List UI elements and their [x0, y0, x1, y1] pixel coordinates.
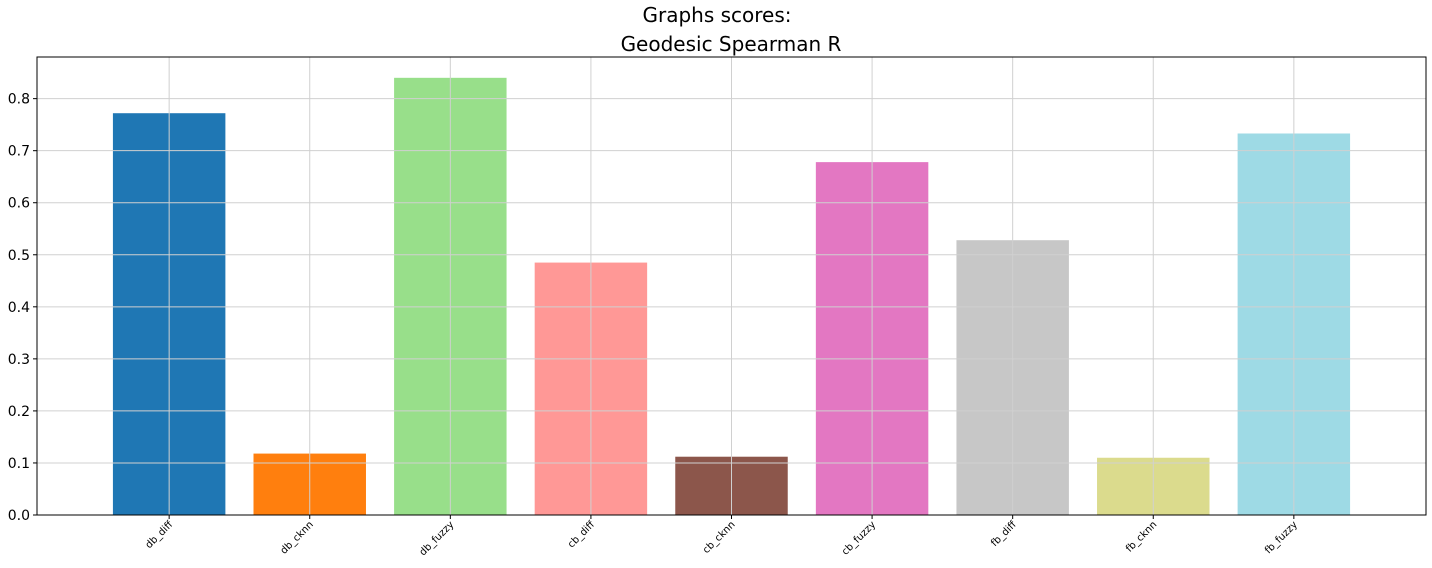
x-tick-label: fb_fuzzy [1263, 519, 1300, 556]
chart-suptitle: Graphs scores: [642, 3, 791, 27]
x-tick-label: cb_diff [566, 519, 598, 551]
x-tick-label: fb_cknn [1124, 519, 1159, 554]
y-tick-label: 0.7 [8, 144, 30, 160]
x-tick-label: db_diff [144, 519, 176, 551]
x-tick-label: cb_fuzzy [840, 519, 878, 557]
y-tick-label: 0.2 [8, 404, 30, 420]
plot-area: 0.0 0.1 0.2 0.3 0.4 0.5 0.6 0.7 0.8 db_diff db_ckn… [8, 56, 1427, 558]
y-tick-label: 0.1 [8, 456, 30, 472]
y-tick-label: 0.6 [8, 196, 30, 212]
y-tick-label: 0.5 [8, 248, 30, 264]
x-tick-label: cb_cknn [701, 519, 738, 556]
chart-title: Geodesic Spearman R [621, 32, 842, 56]
y-tick-label: 0.3 [8, 352, 30, 368]
y-tick-label: 0.8 [8, 92, 30, 108]
y-tick-label: 0.4 [8, 300, 30, 316]
y-tick-label: 0.0 [8, 508, 30, 524]
x-tick-label: db_cknn [279, 519, 316, 556]
x-tick-label: db_fuzzy [418, 519, 457, 558]
x-tick-label: fb_diff [989, 519, 1019, 549]
